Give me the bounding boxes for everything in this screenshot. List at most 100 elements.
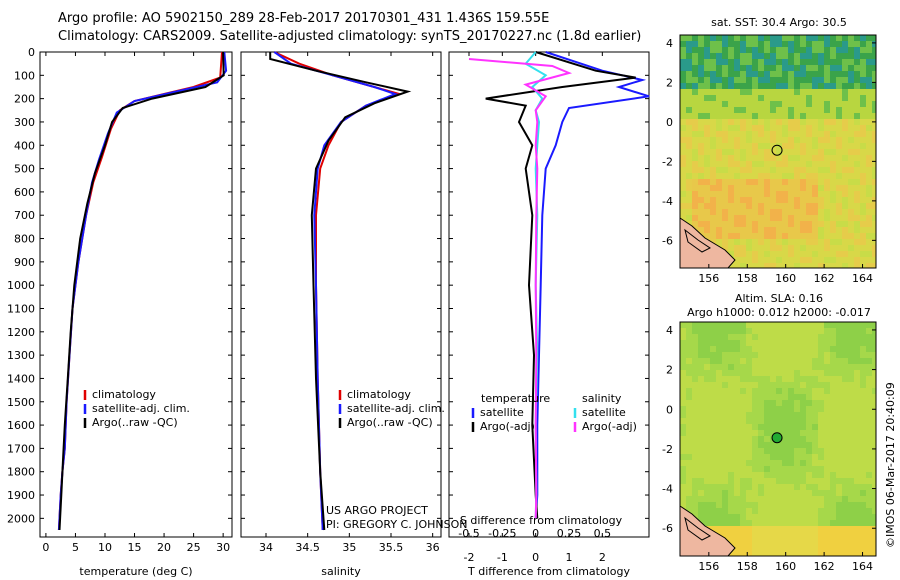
map-cell <box>788 544 794 550</box>
map-cell <box>686 382 692 388</box>
map-cell <box>854 59 860 65</box>
map-cell <box>872 448 876 454</box>
map-cell <box>800 65 806 71</box>
map-cell <box>848 89 854 95</box>
map-cell <box>758 424 764 430</box>
map-cell <box>830 340 836 346</box>
map-cell <box>788 418 794 424</box>
map-cell <box>836 35 842 41</box>
map-cell <box>848 418 854 424</box>
map-cell <box>770 376 776 382</box>
map-cell <box>866 382 872 388</box>
map-cell <box>872 454 876 460</box>
map-cell <box>812 227 818 233</box>
map-cell <box>680 376 686 382</box>
map-cell <box>764 544 770 550</box>
map-cell <box>734 532 740 538</box>
map-cell <box>812 412 818 418</box>
map-cell <box>848 400 854 406</box>
y-tick-label: 200 <box>14 93 35 106</box>
map-cell <box>842 532 848 538</box>
map-cell <box>812 251 818 257</box>
map-cell <box>836 197 842 203</box>
map-cell <box>794 71 800 77</box>
y-tick-label: 4 <box>666 37 673 50</box>
map-cell <box>806 53 812 59</box>
map-cell <box>782 448 788 454</box>
map-cell <box>734 472 740 478</box>
map-cell <box>728 83 734 89</box>
map-cell <box>698 484 704 490</box>
map-cell <box>788 340 794 346</box>
map-cell <box>680 358 686 364</box>
map-cell <box>842 173 848 179</box>
map-cell <box>728 496 734 502</box>
map-cell <box>872 65 876 71</box>
map-cell <box>752 197 758 203</box>
map-cell <box>710 179 716 185</box>
map-cell <box>698 149 704 155</box>
map-cell <box>872 526 876 532</box>
map-cell <box>758 41 764 47</box>
map-cell <box>710 508 716 514</box>
map-cell <box>842 161 848 167</box>
map-cell <box>818 107 824 113</box>
map-cell <box>752 209 758 215</box>
map-cell <box>770 107 776 113</box>
map-cell <box>836 394 842 400</box>
map-cell <box>722 71 728 77</box>
map-cell <box>866 233 872 239</box>
map-cell <box>758 35 764 41</box>
map-cell <box>854 514 860 520</box>
map-cell <box>836 328 842 334</box>
map-cell <box>848 436 854 442</box>
map-cell <box>812 346 818 352</box>
map-cell <box>734 478 740 484</box>
map-cell <box>866 89 872 95</box>
map-cell <box>734 328 740 334</box>
map-cell <box>734 460 740 466</box>
map-cell <box>716 119 722 125</box>
map-cell <box>842 233 848 239</box>
map-cell <box>812 209 818 215</box>
map-cell <box>770 328 776 334</box>
map-cell <box>836 412 842 418</box>
map-cell <box>746 257 752 263</box>
map-cell <box>806 502 812 508</box>
map-cell <box>782 526 788 532</box>
map-cell <box>758 239 764 245</box>
map-cell <box>746 352 752 358</box>
map-cell <box>860 257 866 263</box>
map-cell <box>734 412 740 418</box>
y-tick-label: 400 <box>14 139 35 152</box>
map-cell <box>866 167 872 173</box>
map-cell <box>806 418 812 424</box>
map-cell <box>800 71 806 77</box>
map-cell <box>752 47 758 53</box>
map-cell <box>842 514 848 520</box>
salinity-profile-frame <box>240 51 442 538</box>
map-cell <box>830 101 836 107</box>
map-cell <box>788 95 794 101</box>
map-cell <box>752 490 758 496</box>
map-cell <box>728 173 734 179</box>
map-cell <box>860 496 866 502</box>
map-cell <box>680 119 686 125</box>
map-cell <box>830 472 836 478</box>
map-cell <box>734 400 740 406</box>
map-cell <box>812 478 818 484</box>
series-temperature-argo-adj- <box>485 51 636 519</box>
map-cell <box>692 95 698 101</box>
map-cell <box>794 257 800 263</box>
map-cell <box>716 137 722 143</box>
map-cell <box>806 346 812 352</box>
map-cell <box>794 490 800 496</box>
map-cell <box>854 221 860 227</box>
map-cell <box>770 346 776 352</box>
y-tick-label: 0 <box>666 403 673 416</box>
map-cell <box>866 179 872 185</box>
map-cell <box>716 89 722 95</box>
map-cell <box>680 173 686 179</box>
map-cell <box>734 394 740 400</box>
map-cell <box>698 478 704 484</box>
